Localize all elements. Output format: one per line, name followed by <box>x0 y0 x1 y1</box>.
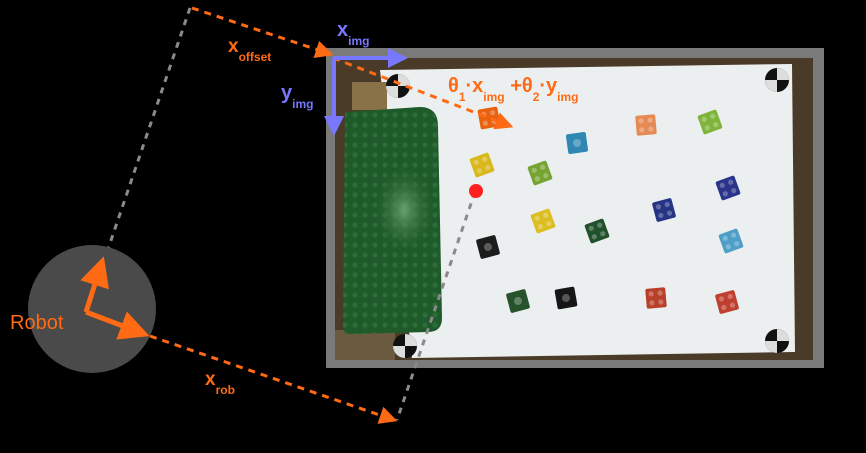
lego-brick <box>584 218 610 244</box>
image-axes <box>324 48 408 136</box>
robot-x-axis-arrow <box>85 309 150 340</box>
calibration-marker-icon <box>765 68 789 92</box>
lego-brick <box>652 198 676 222</box>
lego-brick <box>715 290 739 314</box>
lego-brick <box>697 109 723 135</box>
x-rob-vector <box>149 334 398 424</box>
orange-vectors <box>149 6 514 424</box>
paper-sheet <box>380 64 795 358</box>
calibration-marker-icon <box>386 74 410 98</box>
x-rob-label: xrob <box>205 369 235 397</box>
frame-dashed-lines <box>103 7 477 421</box>
robot-y-axis-arrow <box>80 256 109 313</box>
lego-brick <box>554 286 578 310</box>
lego-brick <box>715 175 741 201</box>
x-img-label: ximg <box>337 19 369 48</box>
lego-brick <box>469 152 495 178</box>
robot-base-circle <box>28 245 156 373</box>
robot-to-image-dashed-line <box>103 7 192 259</box>
calibration-marker-icon <box>765 329 789 353</box>
theta-vector <box>332 56 514 130</box>
target-to-xrob-dashed-line <box>395 191 477 421</box>
x-offset-label: xoffset <box>228 36 271 64</box>
lego-baseplate <box>343 107 442 334</box>
calibration-marker-icon <box>393 334 417 358</box>
robot-label: Robot <box>10 312 64 334</box>
formula-label: θ1·ximg +θ2·yimg <box>448 75 579 104</box>
lego-brick <box>527 160 553 186</box>
lego-brick <box>565 131 589 155</box>
lego-bricks <box>469 106 744 314</box>
target-point <box>469 184 483 198</box>
lego-brick <box>635 114 657 136</box>
lego-brick <box>506 289 530 313</box>
lego-brick <box>476 235 500 259</box>
camera-image <box>326 48 824 368</box>
lego-brick <box>530 208 556 234</box>
y-img-label: yimg <box>281 82 313 111</box>
lego-brick <box>718 228 744 254</box>
x-offset-vector <box>191 6 334 58</box>
lego-brick <box>477 106 501 130</box>
lego-brick <box>645 287 667 309</box>
